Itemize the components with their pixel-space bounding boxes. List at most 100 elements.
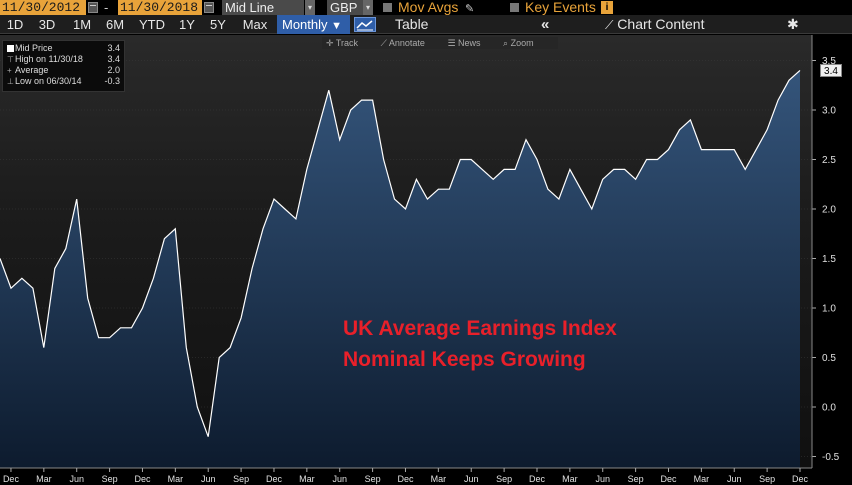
frequency-select[interactable]: Monthly ▼ <box>277 15 350 34</box>
range-ytd[interactable]: YTD <box>139 17 165 32</box>
data-point <box>766 129 768 131</box>
range-max[interactable]: Max <box>242 17 268 32</box>
zoom-label: Zoom <box>510 38 534 48</box>
range-3d[interactable]: 3D <box>38 17 56 32</box>
data-point <box>656 158 658 160</box>
pencil-icon[interactable]: ✎ <box>465 3 475 15</box>
legend-row-series[interactable]: Mid Price 3.4 <box>7 43 120 54</box>
x-tick-label: Mar <box>299 474 315 484</box>
data-point <box>558 198 560 200</box>
chart-content-icon: ⟋ <box>605 18 614 32</box>
x-tick-label: Jun <box>727 474 742 484</box>
range-6m[interactable]: 6M <box>105 17 125 32</box>
data-point <box>591 208 593 210</box>
data-point <box>262 228 264 230</box>
annotate-tool[interactable]: ⟋ Annotate <box>380 38 425 48</box>
x-tick-label: Sep <box>365 474 381 484</box>
legend-low-label: Low on 06/30/14 <box>15 76 82 86</box>
calendar-icon[interactable] <box>204 2 214 13</box>
data-point <box>108 337 110 339</box>
legend-average-value: 2.0 <box>107 65 120 75</box>
data-point <box>799 69 801 71</box>
key-events-label[interactable]: Key Events <box>525 0 596 15</box>
x-tick-label: Dec <box>134 474 151 484</box>
start-date-input[interactable]: 11/30/2012 <box>0 0 86 15</box>
range-1y[interactable]: 1Y <box>179 17 195 32</box>
data-point <box>76 198 78 200</box>
table-button[interactable]: Table <box>395 16 429 32</box>
data-point <box>207 436 209 438</box>
data-point <box>525 139 527 141</box>
info-icon[interactable]: i <box>601 1 613 14</box>
data-point <box>755 148 757 150</box>
chart-content-button[interactable]: ⟋ Chart Content <box>605 15 704 35</box>
annotation-line-2: Nominal Keeps Growing <box>343 348 586 371</box>
data-point <box>119 327 121 329</box>
mov-avgs-label[interactable]: Mov Avgs <box>398 0 459 15</box>
currency-select[interactable]: GBP <box>327 0 363 15</box>
data-point <box>229 346 231 348</box>
calendar-icon[interactable] <box>88 2 98 13</box>
range-1m[interactable]: 1M <box>72 17 92 32</box>
data-point <box>777 99 779 101</box>
x-tick-label: Mar <box>168 474 184 484</box>
y-axis: -0.5 0.0 0.5 1.0 1.5 2.0 2.5 3.0 3.5 <box>811 35 840 468</box>
data-point <box>130 327 132 329</box>
range-toolbar <box>0 15 852 34</box>
x-tick-label: Sep <box>628 474 644 484</box>
chevron-down-icon[interactable]: ▾ <box>363 0 373 15</box>
y-tick-label: 2.5 <box>822 155 836 166</box>
average-marker-icon: + <box>7 66 12 75</box>
series-area <box>0 70 800 469</box>
data-point <box>481 168 483 170</box>
end-date-input[interactable]: 11/30/2018 <box>118 0 202 15</box>
data-point <box>10 287 12 289</box>
data-point <box>251 267 253 269</box>
y-tick-label: 1.0 <box>822 304 836 315</box>
chevron-down-icon[interactable]: ▾ <box>305 0 315 15</box>
legend-row-high: ⊤ High on 11/30/18 3.4 <box>7 54 120 65</box>
x-tick-label: Sep <box>102 474 118 484</box>
zoom-tool[interactable]: ⌕ Zoom <box>503 38 534 48</box>
data-point <box>284 208 286 210</box>
data-point <box>382 158 384 160</box>
x-tick-label: Jun <box>69 474 84 484</box>
x-tick-label: Mar <box>562 474 578 484</box>
data-point <box>328 89 330 91</box>
chart-type-icon[interactable] <box>354 17 376 32</box>
last-value-badge: 3.4 <box>820 64 842 77</box>
key-events-checkbox[interactable] <box>510 3 519 12</box>
data-point <box>711 148 713 150</box>
data-point <box>350 109 352 111</box>
chart-tools-bar: ✛ Track ⟋ Annotate ☰ News ⌕ Zoom <box>322 37 558 49</box>
legend-low-value: -0.3 <box>104 76 120 86</box>
collapse-icon[interactable]: « <box>541 16 550 33</box>
data-point <box>218 356 220 358</box>
track-tool[interactable]: ✛ Track <box>326 38 359 48</box>
legend-row-low: ⊥ Low on 06/30/14 -0.3 <box>7 76 120 87</box>
x-tick-label: Sep <box>233 474 249 484</box>
y-tick-label: 0.0 <box>822 403 836 414</box>
range-5y[interactable]: 5Y <box>210 17 226 32</box>
data-point <box>569 168 571 170</box>
line-type-select[interactable]: Mid Line <box>222 0 304 15</box>
news-tool[interactable]: ☰ News <box>447 38 481 48</box>
legend-row-average: + Average 2.0 <box>7 65 120 76</box>
data-point <box>87 297 89 299</box>
track-label: Track <box>335 38 359 48</box>
data-point <box>54 267 56 269</box>
x-tick-label: Dec <box>660 474 677 484</box>
y-tick-label: -0.5 <box>822 452 840 463</box>
data-point <box>393 198 395 200</box>
y-tick-label: 1.5 <box>822 254 836 265</box>
range-1d[interactable]: 1D <box>6 17 24 32</box>
series-swatch <box>7 45 14 52</box>
x-tick-label: Jun <box>201 474 216 484</box>
x-tick-label: Dec <box>792 474 809 484</box>
data-point <box>744 168 746 170</box>
data-point <box>415 178 417 180</box>
gear-icon[interactable]: ✱ <box>787 16 799 32</box>
data-point <box>21 277 23 279</box>
mov-avgs-checkbox[interactable] <box>383 3 392 12</box>
